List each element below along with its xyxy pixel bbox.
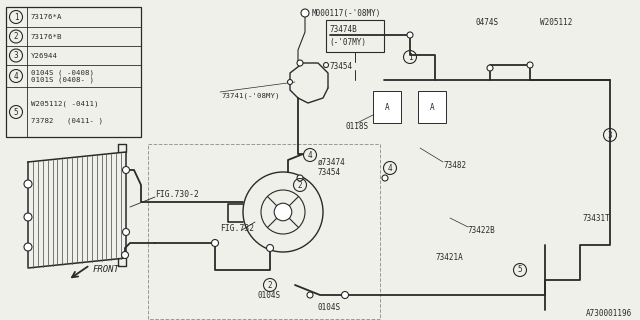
Text: (-'07MY): (-'07MY) (329, 37, 366, 46)
Text: 4: 4 (308, 150, 312, 159)
Text: A: A (429, 102, 435, 111)
Circle shape (274, 203, 292, 221)
Text: ø73474: ø73474 (318, 157, 346, 166)
Circle shape (487, 65, 493, 71)
Circle shape (382, 175, 388, 181)
Circle shape (323, 62, 328, 68)
Circle shape (307, 292, 313, 298)
Text: 73176*A: 73176*A (31, 14, 63, 20)
Circle shape (301, 9, 309, 17)
Text: 73454: 73454 (330, 61, 353, 70)
Circle shape (297, 175, 303, 181)
Circle shape (122, 166, 129, 173)
Text: 0104S ( -0408): 0104S ( -0408) (31, 69, 94, 76)
Text: 5: 5 (13, 108, 19, 116)
Circle shape (122, 228, 129, 236)
Circle shape (527, 62, 533, 68)
Circle shape (287, 79, 292, 84)
Text: 73782   (0411- ): 73782 (0411- ) (31, 117, 103, 124)
Circle shape (24, 243, 32, 251)
Text: 73421A: 73421A (435, 253, 463, 262)
Text: 73474B: 73474B (329, 25, 356, 34)
Text: 73176*B: 73176*B (31, 34, 63, 39)
Text: FRONT: FRONT (93, 265, 120, 274)
Circle shape (407, 32, 413, 38)
Bar (6, 7, 141, 137)
Text: 73454: 73454 (318, 167, 341, 177)
Text: 0104S: 0104S (318, 303, 341, 313)
Text: W205112: W205112 (540, 18, 572, 27)
Text: 3: 3 (608, 131, 612, 140)
Text: 0101S (0408- ): 0101S (0408- ) (31, 76, 94, 83)
Text: FIG.732: FIG.732 (220, 223, 254, 233)
Text: 2: 2 (298, 180, 302, 189)
Text: W205112( -0411): W205112( -0411) (31, 100, 99, 107)
Circle shape (342, 292, 349, 299)
Text: 73741(-'08MY): 73741(-'08MY) (222, 93, 280, 99)
Bar (148, 144, 380, 319)
Text: 4: 4 (388, 164, 392, 172)
Bar (326, 20, 384, 52)
Text: A: A (385, 102, 389, 111)
Text: 2: 2 (13, 32, 19, 41)
Text: 0118S: 0118S (345, 122, 368, 131)
Text: 1: 1 (13, 12, 19, 21)
Text: 73431T: 73431T (582, 213, 610, 222)
Text: 4: 4 (13, 71, 19, 81)
Text: A730001196: A730001196 (586, 309, 632, 318)
Text: 0104S: 0104S (258, 291, 281, 300)
Text: 73482: 73482 (443, 161, 466, 170)
Text: 3: 3 (13, 51, 19, 60)
Circle shape (24, 213, 32, 221)
Text: Y26944: Y26944 (31, 52, 58, 59)
Circle shape (122, 252, 129, 259)
Circle shape (266, 244, 273, 252)
Circle shape (297, 60, 303, 66)
Text: FIG.730-2: FIG.730-2 (155, 189, 199, 198)
Text: 0474S: 0474S (475, 18, 498, 27)
Text: 73422B: 73422B (468, 226, 496, 235)
Circle shape (211, 239, 218, 246)
Text: 1: 1 (408, 52, 412, 61)
Text: 2: 2 (268, 281, 272, 290)
Text: M000117(-'08MY): M000117(-'08MY) (312, 9, 381, 18)
Text: 5: 5 (518, 266, 522, 275)
Circle shape (24, 180, 32, 188)
